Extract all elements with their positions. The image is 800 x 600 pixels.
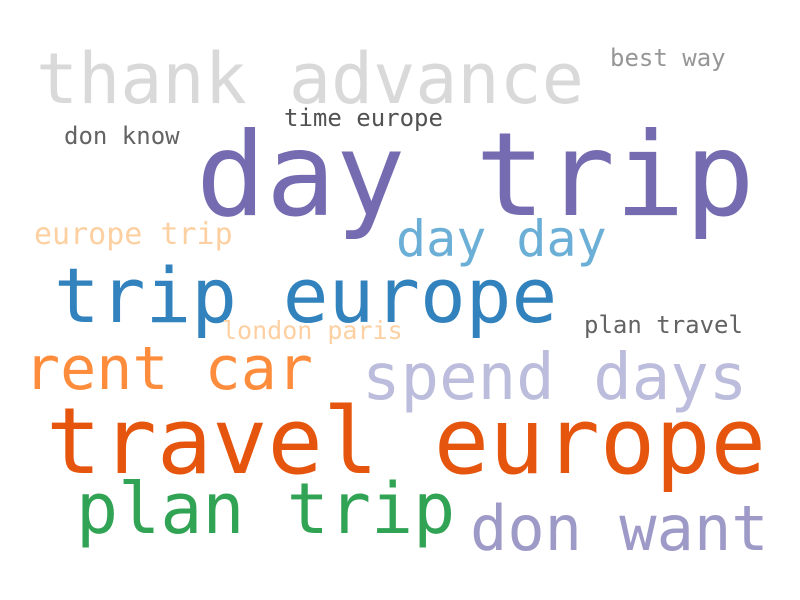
word-rent-car: rent car (24, 334, 313, 404)
word-plan-trip: plan trip (76, 468, 456, 550)
word-day-day: day day (396, 210, 607, 268)
word-europe-trip: europe trip (34, 217, 233, 252)
word-don-know: don know (64, 122, 180, 150)
word-don-want: don want (470, 492, 769, 565)
word-travel-europe: travel europe (46, 388, 767, 495)
word-trip-europe: trip europe (54, 251, 558, 340)
word-thank-advance: thank advance (36, 38, 584, 120)
word-spend-days: spend days (362, 341, 748, 415)
word-time-europe: time europe (284, 104, 443, 132)
word-plan-travel: plan travel (584, 311, 743, 339)
word-london-paris: london paris (222, 316, 403, 345)
word-day-trip: day trip (196, 108, 755, 243)
word-best-way: best way (610, 44, 726, 72)
